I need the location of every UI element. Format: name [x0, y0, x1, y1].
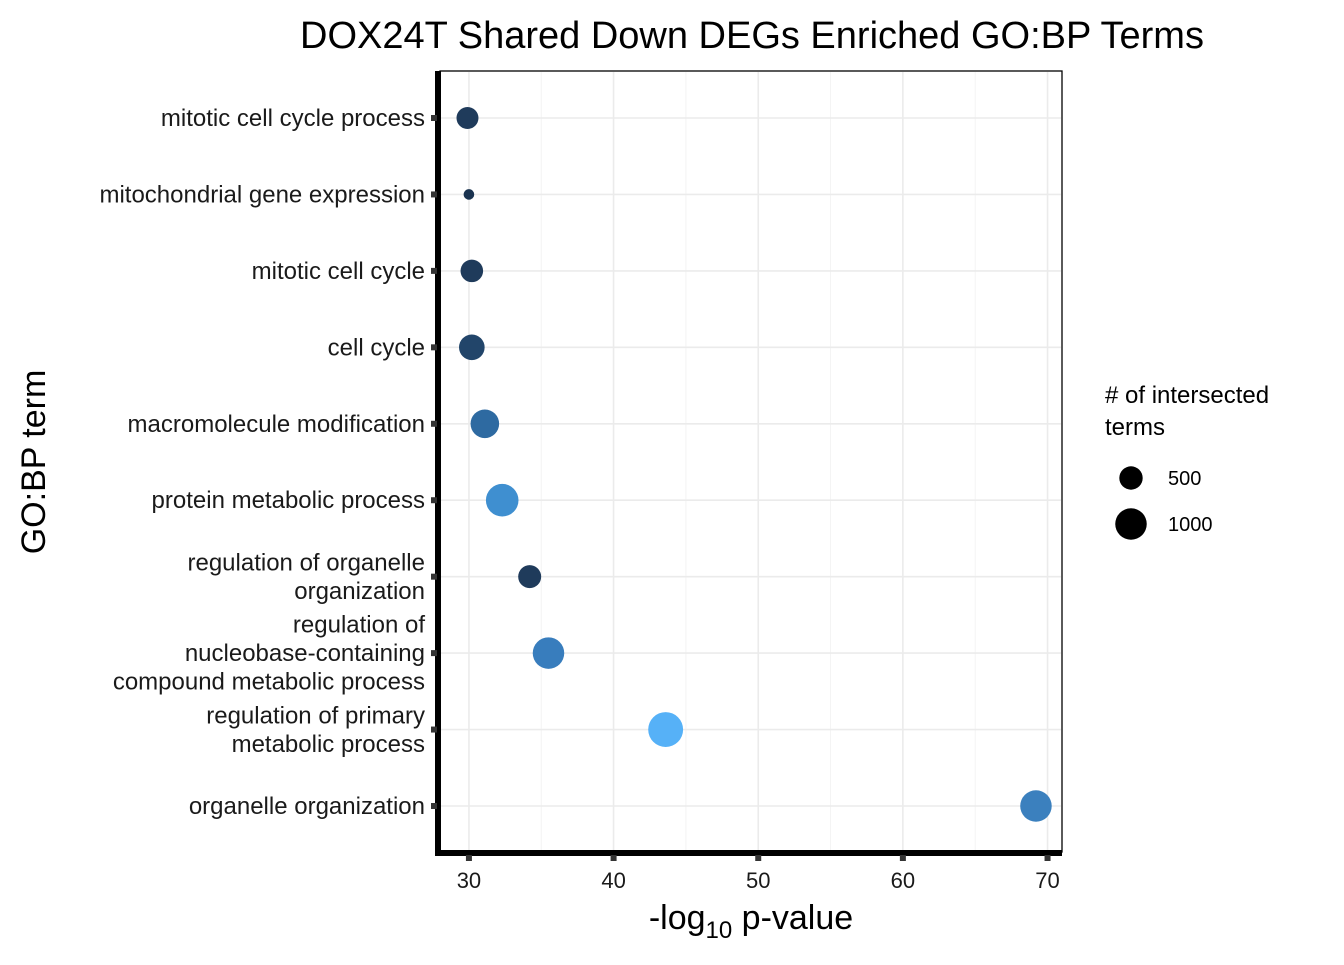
data-point: [648, 712, 684, 748]
y-tick-label-line: mitotic cell cycle process: [161, 105, 425, 132]
y-tick-label: organelle organization: [189, 793, 425, 820]
y-tick-label: mitotic cell cycle process: [161, 105, 425, 132]
chart-title: DOX24T Shared Down DEGs Enriched GO:BP T…: [300, 15, 1204, 57]
x-tick-label: 70: [1035, 868, 1059, 893]
legend-title: # of intersected terms: [1105, 382, 1276, 441]
x-tick-label: 60: [891, 868, 915, 893]
data-point: [1020, 790, 1052, 822]
y-tick-label-line: nucleobase-containing: [185, 640, 425, 667]
legend-key: [1119, 466, 1143, 490]
data-point: [456, 107, 479, 129]
y-tick-label: mitotic cell cycle: [252, 258, 425, 285]
plot-panel: [439, 70, 1063, 853]
y-tick-label-line: macromolecule modification: [128, 411, 425, 438]
y-tick-label: macromolecule modification: [128, 411, 425, 438]
x-tick-label: 30: [457, 868, 481, 893]
data-point: [459, 334, 485, 361]
x-axis-title: -log10 p-value: [649, 899, 853, 944]
y-tick-label: regulation of nucleobase-containing compou…: [113, 612, 426, 696]
data-point: [518, 565, 542, 589]
x-axis-title-suffix: p-value: [732, 899, 853, 937]
panel-background: [439, 70, 1063, 853]
data-point: [532, 637, 565, 669]
data-point: [485, 483, 519, 517]
y-axis-title: GO:BP term: [15, 370, 53, 555]
y-tick-label-line: organelle organization: [189, 793, 425, 820]
y-tick-label: protein metabolic process: [152, 487, 425, 514]
data-point: [463, 189, 475, 200]
y-tick-label: regulation of primary metabolic process: [206, 702, 425, 758]
y-tick-label-line: mitotic cell cycle: [252, 258, 425, 285]
data-points: [456, 107, 1052, 822]
axes: mitotic cell cycle process mitochondrial …: [99, 71, 1062, 893]
y-tick-label: mitochondrial gene expression: [99, 181, 425, 208]
x-axis-title-subscript: 10: [706, 917, 733, 944]
y-tick-label-line: cell cycle: [328, 334, 425, 361]
legend-label: 1000: [1168, 514, 1213, 536]
x-axis-title-prefix: -log: [649, 899, 706, 937]
y-tick-label-line: protein metabolic process: [152, 487, 425, 514]
y-tick-label: regulation of organelle organization: [187, 549, 425, 605]
data-point: [460, 259, 484, 283]
y-tick-label: cell cycle: [328, 334, 425, 361]
data-point: [470, 409, 500, 439]
legend-label: 500: [1168, 468, 1201, 490]
gridlines: [441, 72, 1061, 851]
legend-title-line-1: # of intersected: [1105, 382, 1269, 409]
y-tick-label-line: regulation of: [293, 612, 425, 639]
size-legend: # of intersected terms 500 1000: [1105, 382, 1276, 540]
legend-title-line-2: terms: [1105, 414, 1165, 441]
y-tick-label-line: regulation of primary: [206, 702, 425, 729]
x-tick-label: 40: [601, 868, 625, 893]
y-tick-label-line: regulation of organelle: [187, 549, 425, 576]
y-tick-label-line: compound metabolic process: [113, 669, 425, 696]
y-tick-label-line: mitochondrial gene expression: [99, 181, 425, 208]
y-tick-label-line: organization: [294, 578, 425, 605]
x-tick-label: 50: [746, 868, 770, 893]
y-tick-label-line: metabolic process: [232, 731, 425, 758]
legend-key: [1115, 508, 1147, 540]
